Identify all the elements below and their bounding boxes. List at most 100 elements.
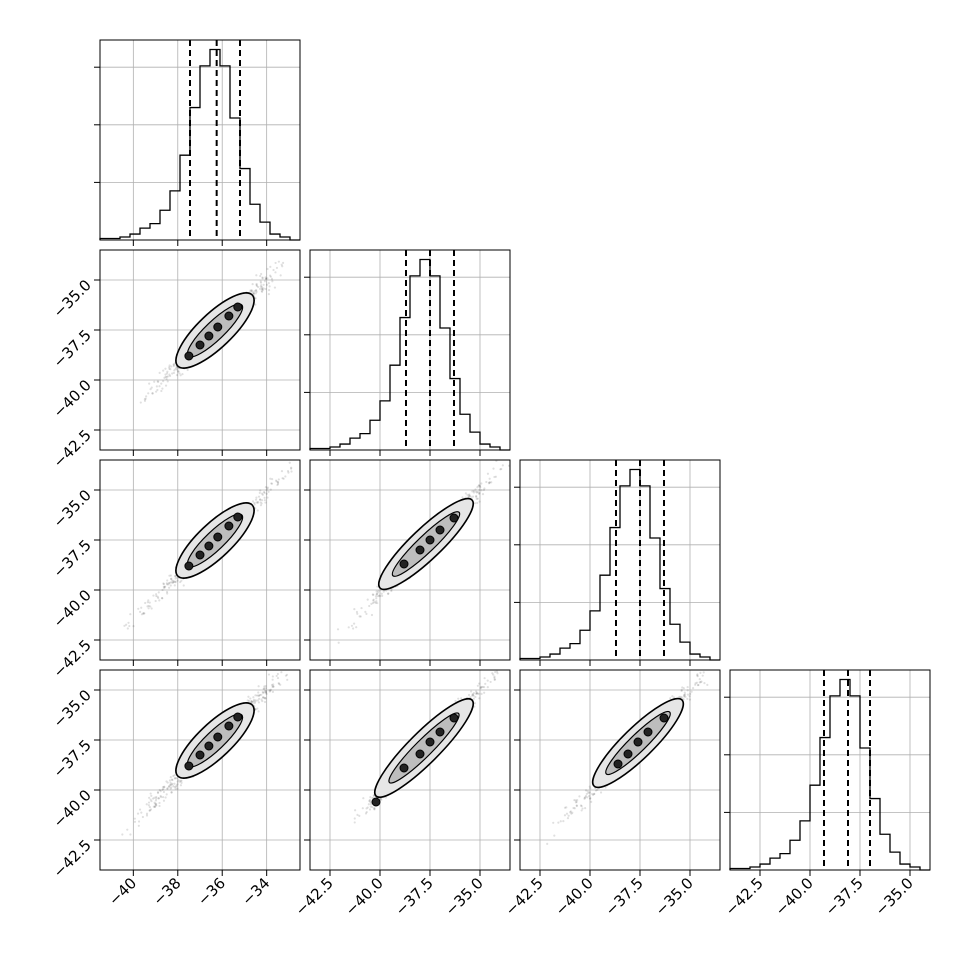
sample-point bbox=[145, 395, 148, 398]
sample-point bbox=[174, 581, 177, 584]
sample-point bbox=[468, 494, 471, 497]
sample-point bbox=[592, 793, 595, 797]
sample-point bbox=[480, 685, 483, 689]
sample-point bbox=[174, 577, 177, 580]
sample-point bbox=[154, 799, 158, 802]
sample-point bbox=[149, 605, 152, 608]
sample-point bbox=[174, 785, 178, 788]
sample-point bbox=[477, 492, 481, 495]
sample-point bbox=[684, 695, 687, 698]
sample-point bbox=[263, 700, 267, 704]
sample-point bbox=[589, 787, 592, 790]
histogram-step bbox=[519, 468, 720, 661]
sample-point bbox=[281, 265, 284, 268]
sample-point bbox=[469, 495, 472, 498]
sample-point bbox=[267, 673, 271, 676]
sample-point bbox=[468, 493, 471, 496]
sample-point bbox=[161, 795, 165, 799]
sample-point bbox=[375, 597, 378, 600]
sample-point bbox=[481, 685, 484, 689]
sample-point bbox=[267, 490, 270, 493]
sample-point bbox=[488, 477, 491, 480]
sample-point bbox=[150, 607, 153, 610]
sample-point bbox=[294, 663, 296, 665]
sample-point bbox=[479, 486, 482, 489]
sample-point bbox=[586, 796, 589, 799]
density-peak bbox=[613, 759, 623, 769]
sample-point bbox=[163, 376, 166, 379]
sample-point bbox=[276, 482, 280, 486]
sample-point bbox=[471, 693, 475, 696]
sample-point bbox=[499, 468, 502, 471]
sample-point bbox=[477, 485, 480, 488]
sample-point bbox=[496, 672, 499, 675]
sample-point bbox=[261, 696, 265, 699]
y-tick-label: −37.5 bbox=[50, 736, 95, 781]
sample-point bbox=[260, 289, 263, 292]
sample-point bbox=[158, 385, 161, 388]
sample-point bbox=[170, 791, 173, 794]
sample-point bbox=[483, 677, 486, 680]
y-tick-label: −42.5 bbox=[50, 636, 95, 681]
sample-point bbox=[690, 690, 693, 693]
sample-point bbox=[168, 581, 171, 584]
sample-point bbox=[256, 509, 259, 512]
sample-point bbox=[599, 791, 603, 794]
sample-point bbox=[373, 807, 376, 810]
sample-point bbox=[172, 371, 176, 375]
histogram-step bbox=[309, 258, 510, 451]
sample-point bbox=[371, 593, 374, 596]
sample-point bbox=[263, 697, 267, 700]
sample-point bbox=[162, 585, 165, 588]
density-peak bbox=[233, 302, 243, 312]
sample-point bbox=[566, 817, 570, 820]
sample-point bbox=[173, 777, 176, 780]
x-tick-label: −36 bbox=[194, 874, 229, 909]
sample-point bbox=[699, 680, 702, 684]
sample-point bbox=[137, 820, 141, 823]
sample-point bbox=[579, 804, 583, 807]
sample-point bbox=[156, 380, 159, 383]
sample-point bbox=[376, 591, 379, 594]
sample-point bbox=[261, 493, 264, 496]
sample-point bbox=[480, 482, 483, 485]
x-tick-label: −37.5 bbox=[602, 874, 647, 919]
sample-point bbox=[155, 797, 158, 800]
sample-point bbox=[375, 593, 378, 596]
sample-point bbox=[373, 808, 376, 811]
sample-point bbox=[277, 260, 280, 263]
sample-point bbox=[170, 783, 173, 786]
sample-point bbox=[492, 673, 495, 676]
sample-point bbox=[569, 811, 572, 814]
density-peak bbox=[425, 535, 435, 545]
sample-point bbox=[172, 580, 175, 584]
sample-point bbox=[172, 784, 175, 788]
sample-point bbox=[250, 700, 253, 703]
sample-point bbox=[159, 794, 162, 798]
sample-point bbox=[161, 588, 164, 592]
sample-point bbox=[578, 795, 581, 798]
sample-point bbox=[261, 287, 264, 290]
sample-point bbox=[172, 364, 175, 368]
sample-point bbox=[303, 240, 305, 242]
sample-point bbox=[501, 464, 504, 467]
sample-point bbox=[471, 490, 474, 493]
sample-point bbox=[364, 812, 368, 815]
density-peak bbox=[195, 550, 205, 560]
sample-point bbox=[139, 610, 142, 613]
sample-point bbox=[369, 795, 372, 799]
sample-point bbox=[171, 782, 174, 785]
sample-point bbox=[154, 599, 157, 603]
sample-point bbox=[701, 674, 704, 677]
sample-point bbox=[263, 491, 266, 494]
sample-point bbox=[488, 481, 491, 484]
sample-point bbox=[478, 488, 481, 492]
sample-point bbox=[137, 824, 140, 827]
sample-point bbox=[286, 469, 290, 473]
sample-point bbox=[254, 303, 257, 306]
sample-point bbox=[176, 579, 179, 582]
sample-point bbox=[156, 791, 160, 794]
sample-point bbox=[274, 271, 277, 274]
sample-point bbox=[260, 499, 264, 502]
sample-point bbox=[179, 779, 182, 782]
